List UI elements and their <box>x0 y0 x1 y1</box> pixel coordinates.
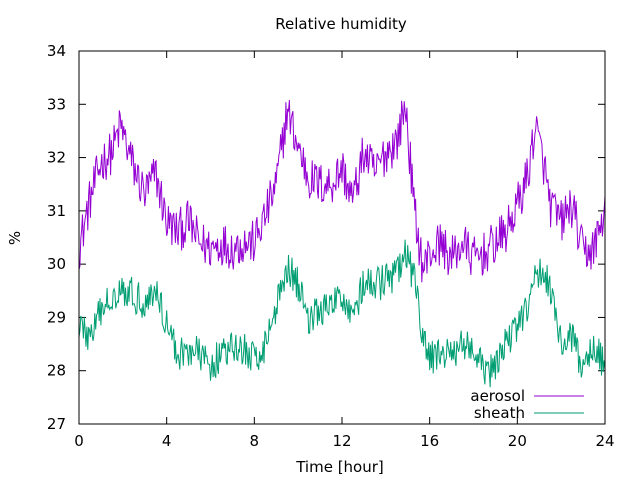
series-line-aerosol <box>78 100 606 283</box>
y-tick-label: 30 <box>47 255 66 273</box>
series-layer <box>78 100 606 388</box>
y-axis-label: % <box>6 231 24 245</box>
x-tick-label: 20 <box>508 432 527 450</box>
y-tick-label: 31 <box>47 202 66 220</box>
ticks-layer: 0 4 8 12 16 20 24 27 28 29 30 31 32 33 34 <box>47 42 615 450</box>
legend-label-aerosol: aerosol <box>470 387 525 405</box>
x-tick-label: 16 <box>420 432 439 450</box>
y-tick-label: 32 <box>47 149 66 167</box>
x-axis-label: Time [hour] <box>295 458 384 476</box>
x-tick-label: 12 <box>332 432 351 450</box>
plot-frame <box>78 50 606 425</box>
x-tick-label: 0 <box>74 432 84 450</box>
y-tick-label: 28 <box>47 362 66 380</box>
x-tick-label: 24 <box>595 432 614 450</box>
y-tick-label: 29 <box>47 308 66 326</box>
legend: aerosol sheath <box>470 387 584 422</box>
x-tick-label: 4 <box>162 432 172 450</box>
x-tick-label: 8 <box>250 432 260 450</box>
y-tick-label: 27 <box>47 415 66 433</box>
legend-label-sheath: sheath <box>474 404 525 422</box>
chart-title: Relative humidity <box>275 15 407 33</box>
series-line-sheath <box>78 239 606 388</box>
y-tick-label: 34 <box>47 42 66 60</box>
y-tick-label: 33 <box>47 95 66 113</box>
